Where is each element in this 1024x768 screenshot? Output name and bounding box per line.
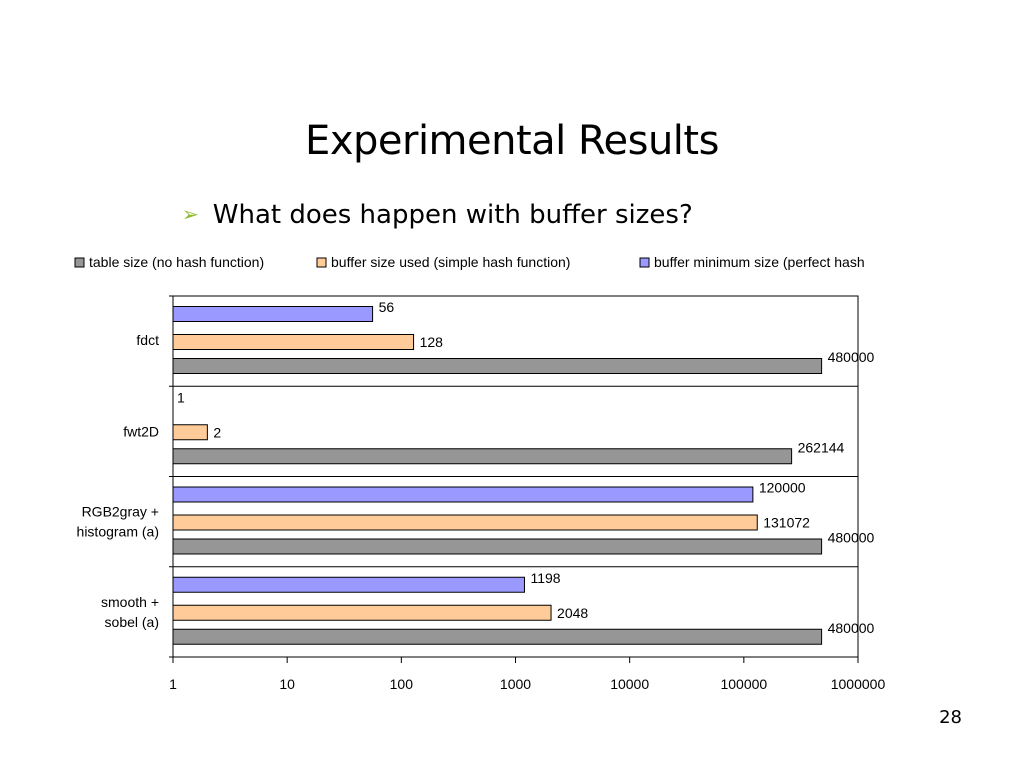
category-label: sobel (a) [105,614,159,630]
bar [172,424,208,441]
bar [172,514,758,531]
arrow-bullet-icon: ➢ [182,202,199,226]
x-axis: 1 10 100 1000 10000 100000 1000000 [169,657,885,692]
x-tick-label: 1000000 [831,676,886,692]
legend-swatch [74,257,85,268]
bar [172,334,415,350]
x-tick-label: 100 [390,676,414,692]
data-label: 480000 [828,620,875,636]
bullet-text: What does happen with buffer sizes? [212,200,693,230]
bars: 56 128 480000 1 2 262144 120000 131072 480000 119… [172,299,875,645]
legend-label: buffer size used (simple hash function) [331,254,570,270]
category-labels: fdct fwt2D RGB2gray + histogram (a) smooth +… [77,332,160,630]
legend-label: table size (no hash function) [89,254,264,270]
bar [172,306,374,322]
data-label: 128 [420,334,444,350]
page-number: 28 [939,707,962,728]
bar [172,576,525,593]
legend-items: table size (no hash function) buffer size… [74,254,865,270]
bar [172,628,823,645]
category-label: RGB2gray + [82,504,159,520]
x-tick-label: 1 [169,676,177,692]
data-label: 56 [379,299,395,315]
legend-label: buffer minimum size (perfect hash [654,254,865,270]
data-label: 1198 [530,570,560,586]
bar [172,358,823,374]
category-label: fwt2D [123,423,159,439]
chart-legend: table size (no hash function) buffer size… [74,254,865,270]
data-label: 2 [213,424,221,440]
data-label: 262144 [798,439,845,455]
legend-swatch [639,257,650,268]
data-label: 120000 [759,480,806,496]
x-tick-label: 10 [279,676,295,692]
bar [172,538,823,555]
slide-title: Experimental Results [305,118,719,164]
x-tick-label: 10000 [610,676,649,692]
data-label: 1 [177,389,185,405]
bar [172,448,793,465]
data-label: 2048 [557,605,588,621]
data-label: 131072 [763,515,810,531]
category-label: fdct [136,332,159,348]
plot-area [169,295,859,658]
x-tick-label: 100000 [720,676,767,692]
legend-swatch [316,257,327,268]
bullet-point: ➢ What does happen with buffer sizes? [182,200,693,230]
category-label: smooth + [101,594,159,610]
data-label: 480000 [828,349,875,365]
data-label: 480000 [828,530,875,546]
bar [172,486,754,503]
category-label: histogram (a) [77,524,159,540]
bar [172,604,552,621]
x-tick-label: 1000 [500,676,531,692]
